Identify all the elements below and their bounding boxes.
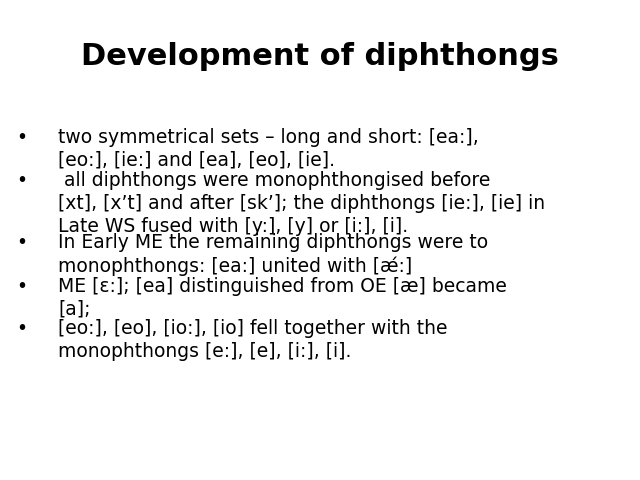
- Text: ME [ε:]; [ea] distinguished from OE [æ] became
[a];: ME [ε:]; [ea] distinguished from OE [æ] …: [58, 276, 507, 318]
- Text: two symmetrical sets – long and short: [ea:],
[eo:], [ie:] and [ea], [eo], [ie].: two symmetrical sets – long and short: […: [58, 128, 479, 170]
- Text: [eo:], [eo], [io:], [io] fell together with the
monophthongs [e:], [e], [i:], [i: [eo:], [eo], [io:], [io] fell together w…: [58, 320, 447, 361]
- Text: all diphthongs were monophthongised before
[xt], [x’t] and after [sk’]; the diph: all diphthongs were monophthongised befo…: [58, 171, 545, 236]
- Text: •: •: [17, 320, 28, 338]
- Text: •: •: [17, 233, 28, 252]
- Text: •: •: [17, 128, 28, 147]
- Text: Development of diphthongs: Development of diphthongs: [81, 42, 559, 71]
- Text: In Early ME the remaining diphthongs were to
monophthongs: [ea:] united with [ǽ: In Early ME the remaining diphthongs wer…: [58, 233, 488, 276]
- Text: •: •: [17, 276, 28, 296]
- Text: •: •: [17, 171, 28, 190]
